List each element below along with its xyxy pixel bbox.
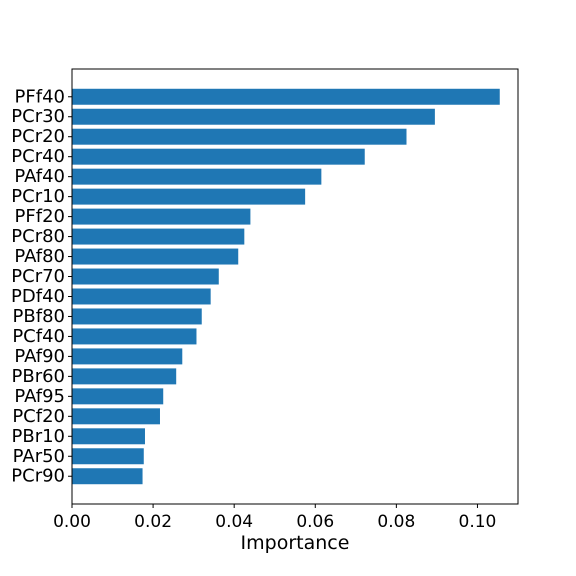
bar-pcf20 [72,408,160,425]
y-tick-label: PBr10 [11,426,65,447]
bar-pcr30 [72,108,435,125]
plot-frame [71,68,519,505]
bars-group [72,88,500,485]
bar-paf95 [72,388,164,405]
x-axis: 0.00 0.02 0.04 0.06 0.08 0.10 [53,504,496,532]
x-tick-label: 0.06 [296,512,334,532]
x-tick-label: 0.04 [215,512,253,532]
bar-pcr90 [72,468,143,485]
bar-pcr70 [72,268,219,285]
bar-paf80 [72,248,239,265]
y-tick-label: PCr80 [11,226,65,247]
y-tick-label: PCf20 [12,406,65,427]
bar-pcr10 [72,188,306,205]
y-tick-label: PCf40 [12,326,65,347]
bar-paf90 [72,348,183,365]
bar-pcr20 [72,128,407,145]
bar-pcr80 [72,228,245,245]
bar-pdf40 [72,288,211,305]
y-tick-label: PBf80 [13,306,65,327]
y-tick-label: PAf40 [14,166,65,187]
y-tick-label: PCr30 [11,106,65,127]
y-tick-label: PCr20 [11,126,65,147]
bar-pbr60 [72,368,177,385]
y-axis: PFf40PCr30PCr20PCr40PAf40PCr10PFf20PCr80… [11,86,72,487]
y-tick-label: PCr10 [11,186,65,207]
x-tick-label: 0.10 [459,512,497,532]
bar-paf40 [72,168,322,185]
bar-par50 [72,448,144,465]
y-tick-label: PCr40 [11,146,65,167]
y-tick-label: PFf40 [15,86,65,107]
y-tick-label: PAr50 [13,446,65,467]
y-tick-label: PDf40 [11,286,65,307]
x-tick-label: 0.08 [377,512,415,532]
x-tick-label: 0.02 [134,512,172,532]
y-tick-label: PAf90 [14,346,65,367]
bar-pbf80 [72,308,202,325]
y-tick-label: PFf20 [15,206,65,227]
y-tick-label: PBr60 [11,366,65,387]
y-tick-label: PCr90 [11,466,65,487]
bar-pcf40 [72,328,197,345]
bar-pff40 [72,88,500,105]
x-tick-label: 0.00 [53,512,91,532]
y-tick-label: PCr70 [11,266,65,287]
y-tick-label: PAf95 [14,386,65,407]
bar-pff20 [72,208,251,225]
bar-pbr10 [72,428,145,445]
bar-pcr40 [72,148,365,165]
y-tick-label: PAf80 [14,246,65,267]
x-axis-title: Importance [241,532,350,554]
